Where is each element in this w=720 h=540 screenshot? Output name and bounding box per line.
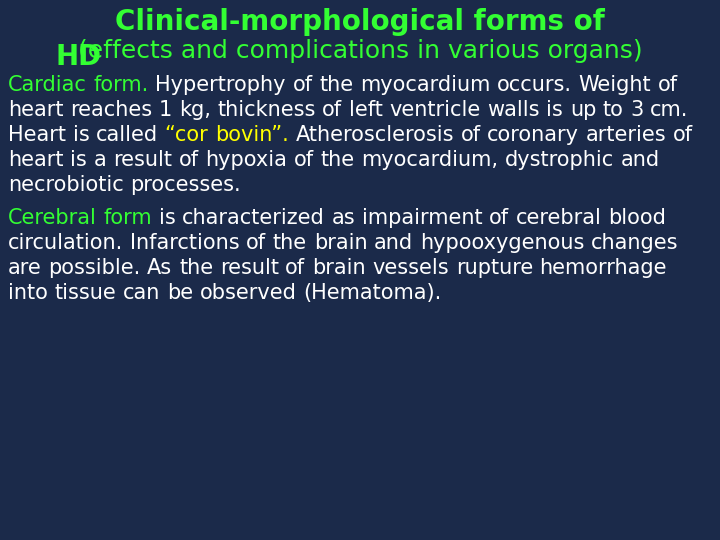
Text: be: be [167, 283, 193, 303]
Text: of: of [292, 75, 312, 95]
Text: Hypertrophy: Hypertrophy [156, 75, 286, 95]
Text: cerebral: cerebral [516, 208, 602, 228]
Text: bovin”.: bovin”. [215, 125, 289, 145]
Text: result: result [113, 150, 172, 170]
Text: the: the [320, 150, 355, 170]
Text: hypoxia: hypoxia [205, 150, 287, 170]
Text: hemorrhage: hemorrhage [539, 258, 667, 278]
Text: tissue: tissue [55, 283, 116, 303]
Text: Cardiac: Cardiac [8, 75, 87, 95]
Text: observed: observed [199, 283, 297, 303]
Text: of: of [489, 208, 509, 228]
Text: to: to [603, 100, 624, 120]
Text: the: the [319, 75, 354, 95]
Text: reaches: reaches [70, 100, 152, 120]
Text: heart: heart [8, 150, 63, 170]
Text: myocardium: myocardium [360, 75, 490, 95]
Text: result: result [220, 258, 279, 278]
Text: Infarctions: Infarctions [130, 233, 240, 253]
Text: heart: heart [8, 100, 63, 120]
Text: of: of [323, 100, 343, 120]
Text: thickness: thickness [217, 100, 315, 120]
Text: of: of [294, 150, 314, 170]
Text: can: can [123, 283, 161, 303]
Text: walls: walls [487, 100, 540, 120]
Text: necrobiotic: necrobiotic [8, 175, 124, 195]
Text: hypooxygenous: hypooxygenous [420, 233, 584, 253]
Text: of: of [673, 125, 693, 145]
Text: blood: blood [608, 208, 666, 228]
Text: Clinical-morphological forms of: Clinical-morphological forms of [115, 8, 605, 36]
Text: (Hematoma).: (Hematoma). [303, 283, 441, 303]
Text: 1: 1 [159, 100, 172, 120]
Text: left: left [349, 100, 383, 120]
Text: possible.: possible. [48, 258, 140, 278]
Text: coronary: coronary [487, 125, 580, 145]
Text: HD: HD [55, 43, 101, 71]
Text: rupture: rupture [456, 258, 533, 278]
Text: is: is [158, 208, 176, 228]
Text: Weight: Weight [579, 75, 652, 95]
Text: of: of [461, 125, 481, 145]
Text: vessels: vessels [372, 258, 449, 278]
Text: occurs.: occurs. [497, 75, 572, 95]
Text: is: is [70, 150, 87, 170]
Text: kg,: kg, [179, 100, 211, 120]
Text: is: is [546, 100, 563, 120]
Text: characterized: characterized [182, 208, 325, 228]
Text: changes: changes [590, 233, 678, 253]
Text: brain: brain [314, 233, 367, 253]
Text: the: the [179, 258, 213, 278]
Text: brain: brain [312, 258, 366, 278]
Text: impairment: impairment [361, 208, 482, 228]
Text: into: into [8, 283, 48, 303]
Text: of: of [658, 75, 678, 95]
Text: As: As [148, 258, 172, 278]
Text: Heart: Heart [8, 125, 66, 145]
Text: Atherosclerosis: Atherosclerosis [295, 125, 454, 145]
Text: (effects and complications in various organs): (effects and complications in various or… [78, 39, 642, 63]
Text: dystrophic: dystrophic [505, 150, 614, 170]
Text: and: and [621, 150, 660, 170]
Text: processes.: processes. [130, 175, 241, 195]
Text: up: up [570, 100, 596, 120]
Text: is: is [73, 125, 89, 145]
Text: the: the [273, 233, 307, 253]
Text: 3: 3 [631, 100, 644, 120]
Text: ventricle: ventricle [390, 100, 481, 120]
Text: form.: form. [94, 75, 149, 95]
Text: cm.: cm. [650, 100, 688, 120]
Text: form: form [104, 208, 152, 228]
Text: arteries: arteries [586, 125, 667, 145]
Text: of: of [285, 258, 305, 278]
Text: myocardium,: myocardium, [361, 150, 498, 170]
Text: “cor: “cor [165, 125, 209, 145]
Text: and: and [374, 233, 413, 253]
Text: circulation.: circulation. [8, 233, 123, 253]
Text: of: of [246, 233, 266, 253]
Text: a: a [94, 150, 107, 170]
Text: are: are [8, 258, 42, 278]
Text: called: called [96, 125, 158, 145]
Text: Cerebral: Cerebral [8, 208, 97, 228]
Text: of: of [179, 150, 199, 170]
Text: as: as [331, 208, 355, 228]
